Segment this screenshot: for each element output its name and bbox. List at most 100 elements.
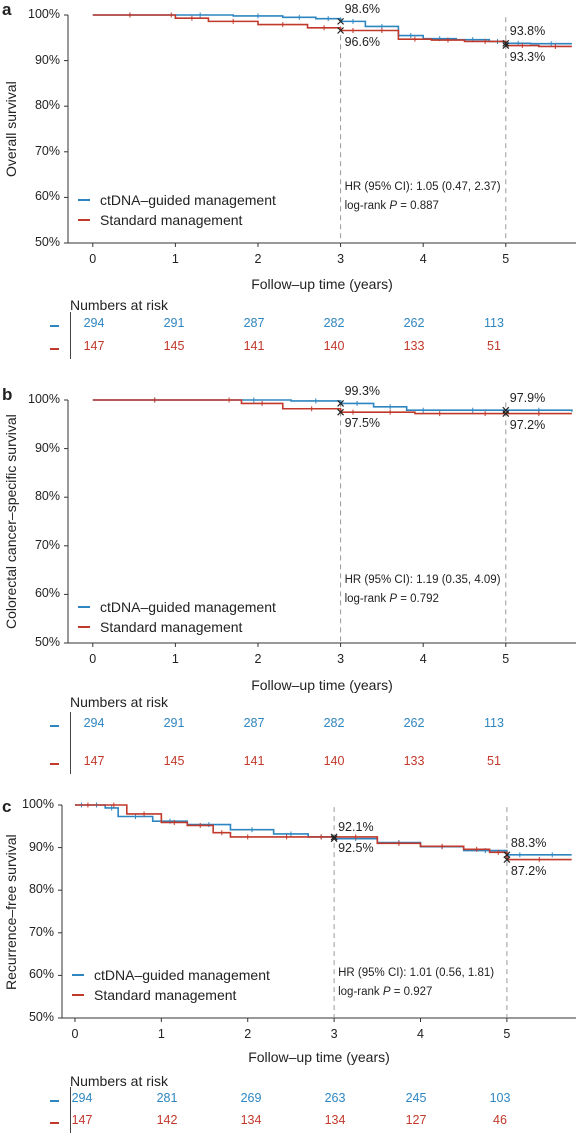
risk-count-standard: 134 [240,1113,262,1127]
y-tick-label: 50% [28,1010,54,1024]
risk-count-ctdna: 262 [403,316,425,330]
panel-letter: c [2,797,12,816]
plot-svg [64,12,576,247]
x-tick-label: 4 [419,652,427,666]
risk-table-title: Numbers at risk [70,297,169,313]
risk-count-ctdna: 113 [484,316,504,330]
y-tick-label: 90% [28,839,54,854]
x-tick-label: 5 [503,1027,511,1041]
y-tick-label: 60% [28,967,54,982]
legend-item-standard: Standard management [76,210,276,230]
x-tick-label: 3 [330,1027,338,1041]
estimate-label: 96.6% [344,34,381,49]
risk-count-ctdna: 245 [405,1091,427,1105]
estimate-marker [502,39,510,47]
estimate-label: 93.3% [509,49,546,64]
risk-table-divider [70,712,71,774]
x-tick-label: 5 [502,252,510,266]
risk-count-standard: 147 [83,754,105,768]
legend-swatch [78,219,90,221]
legend-item-ctdna: ctDNA–guided management [76,597,276,617]
y-tick-label: 100% [28,392,60,406]
legend: ctDNA–guided management Standard manageme… [76,597,276,637]
legend-label: ctDNA–guided management [100,192,276,208]
estimate-marker [330,833,338,841]
legend-item-standard: Standard management [76,617,276,637]
risk-legend-ctdna [50,725,59,727]
risk-count-standard: 141 [243,339,265,353]
y-tick-label: 100% [22,797,54,811]
estimate-label: 92.1% [338,819,374,834]
legend-label: Standard management [94,987,237,1003]
estimate-label: 97.9% [509,391,546,406]
risk-count-ctdna: 113 [484,716,504,730]
x-tick-label: 0 [89,252,97,266]
risk-legend-ctdna [50,325,59,327]
risk-count-ctdna: 291 [163,316,185,330]
y-tick-label: 80% [28,882,54,897]
risk-count-ctdna: 294 [83,716,105,730]
risk-count-standard: 133 [403,754,425,768]
estimate-marker [337,399,345,407]
y-axis-label: Recurrence–free survival [3,833,19,990]
curve-ctdna [92,14,572,45]
estimate-marker [502,410,510,418]
legend-label: ctDNA–guided management [100,599,276,615]
pvalue-text: log-rank P = 0.887 [344,200,439,212]
risk-count-ctdna: 294 [83,316,105,330]
risk-legend-standard [50,348,59,350]
risk-count-ctdna: 287 [243,316,265,330]
legend-label: ctDNA–guided management [94,967,270,983]
risk-count-standard: 141 [243,754,265,768]
x-tick-label: 4 [417,1027,424,1041]
risk-table-divider [70,1087,71,1133]
estimate-marker [503,856,511,863]
estimate-label: 97.5% [344,416,381,431]
panel-a: a Overall survival 50% 60% 70% 80% 90% 100% 0 1 2 3… [0,0,584,365]
risk-table-title: Numbers at risk [70,694,169,710]
curve-ctdna [74,804,572,856]
curve-standard [92,14,572,48]
risk-count-standard: 142 [156,1113,178,1127]
legend-item-standard: Standard management [70,985,270,1005]
risk-count-standard: 140 [323,339,345,353]
hr-text: HR (95% CI): 1.05 (0.47, 2.37) [344,181,501,193]
legend-swatch [78,606,90,608]
x-axis-label: Follow–up time (years) [251,677,393,693]
risk-legend-standard [50,763,59,765]
risk-count-ctdna: 282 [323,716,345,730]
y-tick-label: 50% [34,635,60,649]
risk-count-standard: 127 [405,1113,427,1127]
y-tick-label: 60% [34,586,60,601]
risk-legend-ctdna [50,1100,59,1102]
y-tick-label: 70% [34,143,60,158]
risk-count-standard: 51 [487,339,501,353]
x-tick-label: 3 [337,252,345,266]
risk-count-ctdna: 287 [243,716,265,730]
risk-count-standard: 145 [163,754,185,768]
x-tick-label: 0 [89,652,97,666]
pvalue-text: log-rank P = 0.792 [344,593,439,605]
panel-b: b Colorectal cancer–specific survival 50% 6… [0,384,584,775]
pvalue-text: log-rank P = 0.927 [338,986,433,998]
panel-c: c Recurrence–free survival 50% 60% 70% 80% 90%… [0,797,584,1136]
hr-stats: HR (95% CI): 1.05 (0.47, 2.37) log-rank P… [345,178,501,216]
hr-text: HR (95% CI): 1.19 (0.35, 4.09) [344,574,501,586]
legend-swatch [78,626,90,628]
hr-text: HR (95% CI): 1.01 (0.56, 1.81) [338,967,495,979]
risk-table-divider [70,312,71,359]
estimate-label: 88.3% [510,835,547,850]
estimate-label: 87.2% [510,863,547,878]
x-axis-label: Follow–up time (years) [251,276,393,292]
x-tick-label: 1 [171,652,179,666]
y-tick-label: 90% [34,440,60,455]
risk-count-ctdna: 262 [403,716,425,730]
legend-swatch [72,974,84,976]
x-tick-label: 0 [71,1027,79,1041]
legend-item-ctdna: ctDNA–guided management [70,965,270,985]
x-tick-label: 5 [502,652,510,666]
x-tick-label: 2 [254,652,262,666]
estimate-marker [337,27,345,34]
curve-standard [92,399,572,415]
risk-count-ctdna: 282 [323,316,345,330]
